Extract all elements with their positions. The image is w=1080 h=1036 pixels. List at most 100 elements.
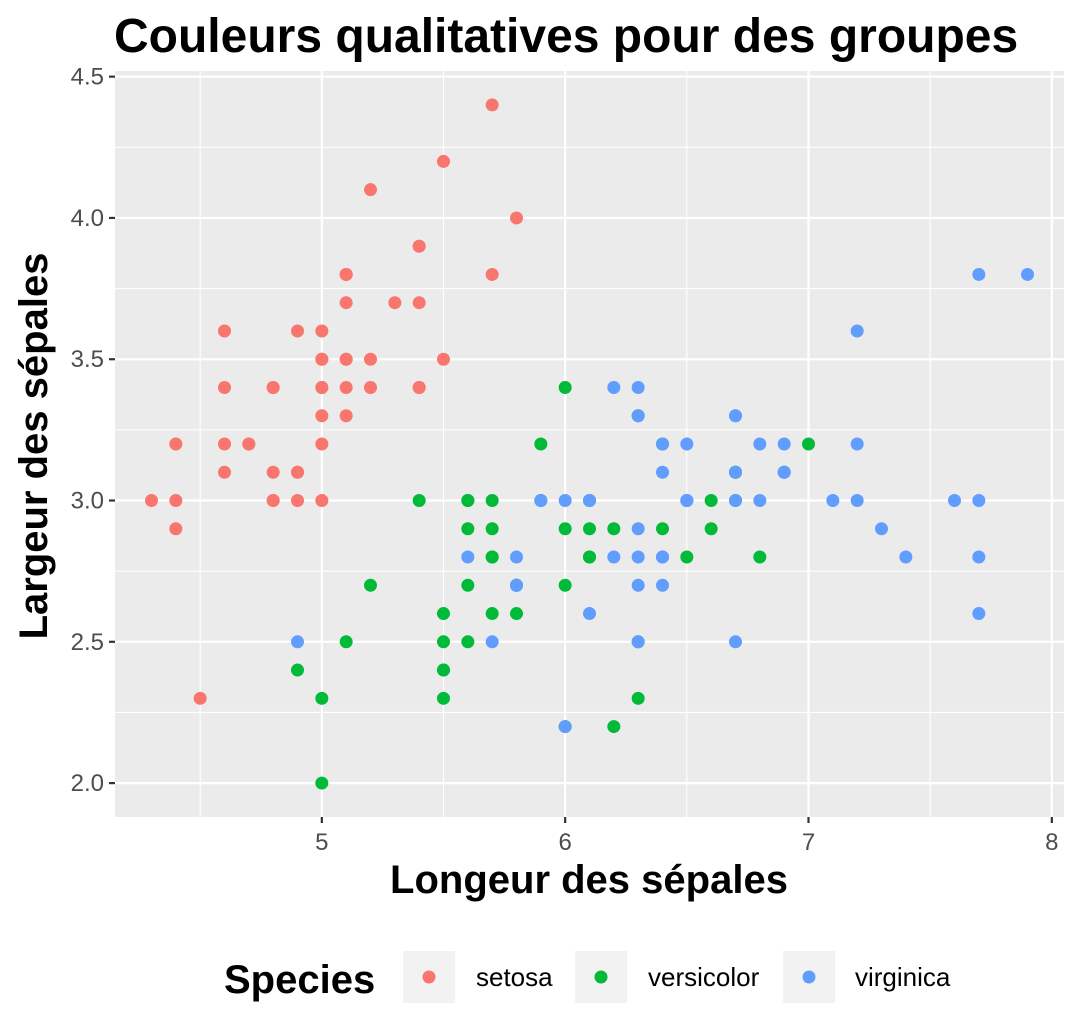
data-point-virginica xyxy=(680,494,694,508)
data-point-setosa xyxy=(218,380,231,394)
data-point-virginica xyxy=(972,550,986,564)
data-point-versicolor xyxy=(485,522,499,536)
legend-dot-versicolor xyxy=(594,970,608,984)
data-point-virginica xyxy=(607,380,621,394)
data-point-setosa xyxy=(218,437,231,451)
data-point-versicolor xyxy=(437,691,450,705)
y-tick-label: 3.0 xyxy=(71,488,104,515)
data-point-versicolor xyxy=(534,437,548,451)
data-point-setosa xyxy=(485,267,499,281)
data-point-virginica xyxy=(948,494,961,508)
data-point-virginica xyxy=(656,550,669,564)
data-point-virginica xyxy=(826,494,840,508)
data-point-versicolor xyxy=(607,522,621,536)
data-point-versicolor xyxy=(802,437,815,451)
data-point-versicolor xyxy=(437,607,450,621)
data-point-setosa xyxy=(412,296,426,310)
x-tick-label: 7 xyxy=(802,829,815,856)
data-point-setosa xyxy=(315,324,329,338)
data-point-virginica xyxy=(875,522,888,536)
data-point-versicolor xyxy=(315,776,329,790)
data-point-virginica xyxy=(631,380,645,394)
data-point-virginica xyxy=(972,607,986,621)
data-point-virginica xyxy=(680,437,694,451)
data-point-virginica xyxy=(729,409,742,423)
data-point-virginica xyxy=(510,578,523,592)
data-point-setosa xyxy=(145,494,158,508)
data-point-versicolor xyxy=(437,663,450,677)
legend-dot-virginica xyxy=(802,970,816,984)
data-point-setosa xyxy=(315,409,329,423)
data-point-virginica xyxy=(729,635,742,649)
data-point-setosa xyxy=(339,352,353,366)
y-axis: 2.0 2.5 3.0 3.5 4.0 4.5 xyxy=(71,64,115,797)
data-point-setosa xyxy=(315,494,329,508)
y-tick-label: 4.5 xyxy=(71,64,104,91)
data-point-versicolor xyxy=(583,522,596,536)
data-point-setosa xyxy=(339,380,353,394)
data-point-versicolor xyxy=(558,522,572,536)
data-point-setosa xyxy=(266,465,280,479)
data-point-setosa xyxy=(364,380,377,394)
data-point-setosa xyxy=(169,494,183,508)
data-point-virginica xyxy=(558,720,572,734)
data-point-setosa xyxy=(510,211,523,225)
data-point-setosa xyxy=(218,465,231,479)
data-point-virginica xyxy=(729,494,742,508)
data-points xyxy=(145,98,1034,790)
y-tick-label: 3.5 xyxy=(71,346,104,373)
data-point-setosa xyxy=(266,380,280,394)
plot-panel xyxy=(115,71,1064,817)
data-point-setosa xyxy=(339,409,353,423)
data-point-versicolor xyxy=(339,635,353,649)
data-point-setosa xyxy=(218,324,231,338)
chart-title: Couleurs qualitatives pour des groupes xyxy=(114,10,1018,63)
data-point-virginica xyxy=(753,494,767,508)
data-point-virginica xyxy=(656,437,669,451)
data-point-virginica xyxy=(461,550,475,564)
legend-title: Species xyxy=(224,958,375,1002)
data-point-virginica xyxy=(485,635,499,649)
y-tick-label: 2.0 xyxy=(71,770,104,797)
x-axis-title: Longeur des sépales xyxy=(390,858,788,902)
data-point-setosa xyxy=(169,522,183,536)
data-point-setosa xyxy=(388,296,402,310)
data-point-versicolor xyxy=(485,607,499,621)
data-point-versicolor xyxy=(704,494,718,508)
data-point-versicolor xyxy=(558,578,572,592)
data-point-setosa xyxy=(339,296,353,310)
data-point-versicolor xyxy=(485,550,499,564)
data-point-setosa xyxy=(412,239,426,253)
data-point-setosa xyxy=(291,324,304,338)
x-axis: 5 6 7 8 xyxy=(315,817,1059,856)
data-point-versicolor xyxy=(412,494,426,508)
data-point-setosa xyxy=(266,494,280,508)
data-point-setosa xyxy=(364,183,377,197)
data-point-setosa xyxy=(291,465,304,479)
data-point-setosa xyxy=(315,380,329,394)
data-point-versicolor xyxy=(461,494,475,508)
data-point-virginica xyxy=(558,494,572,508)
data-point-setosa xyxy=(437,352,450,366)
data-point-setosa xyxy=(242,437,256,451)
data-point-setosa xyxy=(291,494,304,508)
data-point-versicolor xyxy=(485,494,499,508)
legend-label-versicolor: versicolor xyxy=(648,962,760,992)
y-axis-title: Largeur des sépales xyxy=(12,253,56,640)
data-point-virginica xyxy=(850,494,864,508)
data-point-virginica xyxy=(729,465,742,479)
data-point-versicolor xyxy=(461,635,475,649)
data-point-virginica xyxy=(291,635,304,649)
data-point-versicolor xyxy=(656,522,669,536)
data-point-versicolor xyxy=(753,550,767,564)
data-point-virginica xyxy=(583,494,596,508)
data-point-versicolor xyxy=(291,663,304,677)
data-point-versicolor xyxy=(510,607,523,621)
legend-label-setosa: setosa xyxy=(476,962,553,992)
data-point-virginica xyxy=(972,494,986,508)
data-point-setosa xyxy=(437,154,450,168)
data-point-virginica xyxy=(631,578,645,592)
y-tick-label: 2.5 xyxy=(71,629,104,656)
data-point-versicolor xyxy=(607,720,621,734)
